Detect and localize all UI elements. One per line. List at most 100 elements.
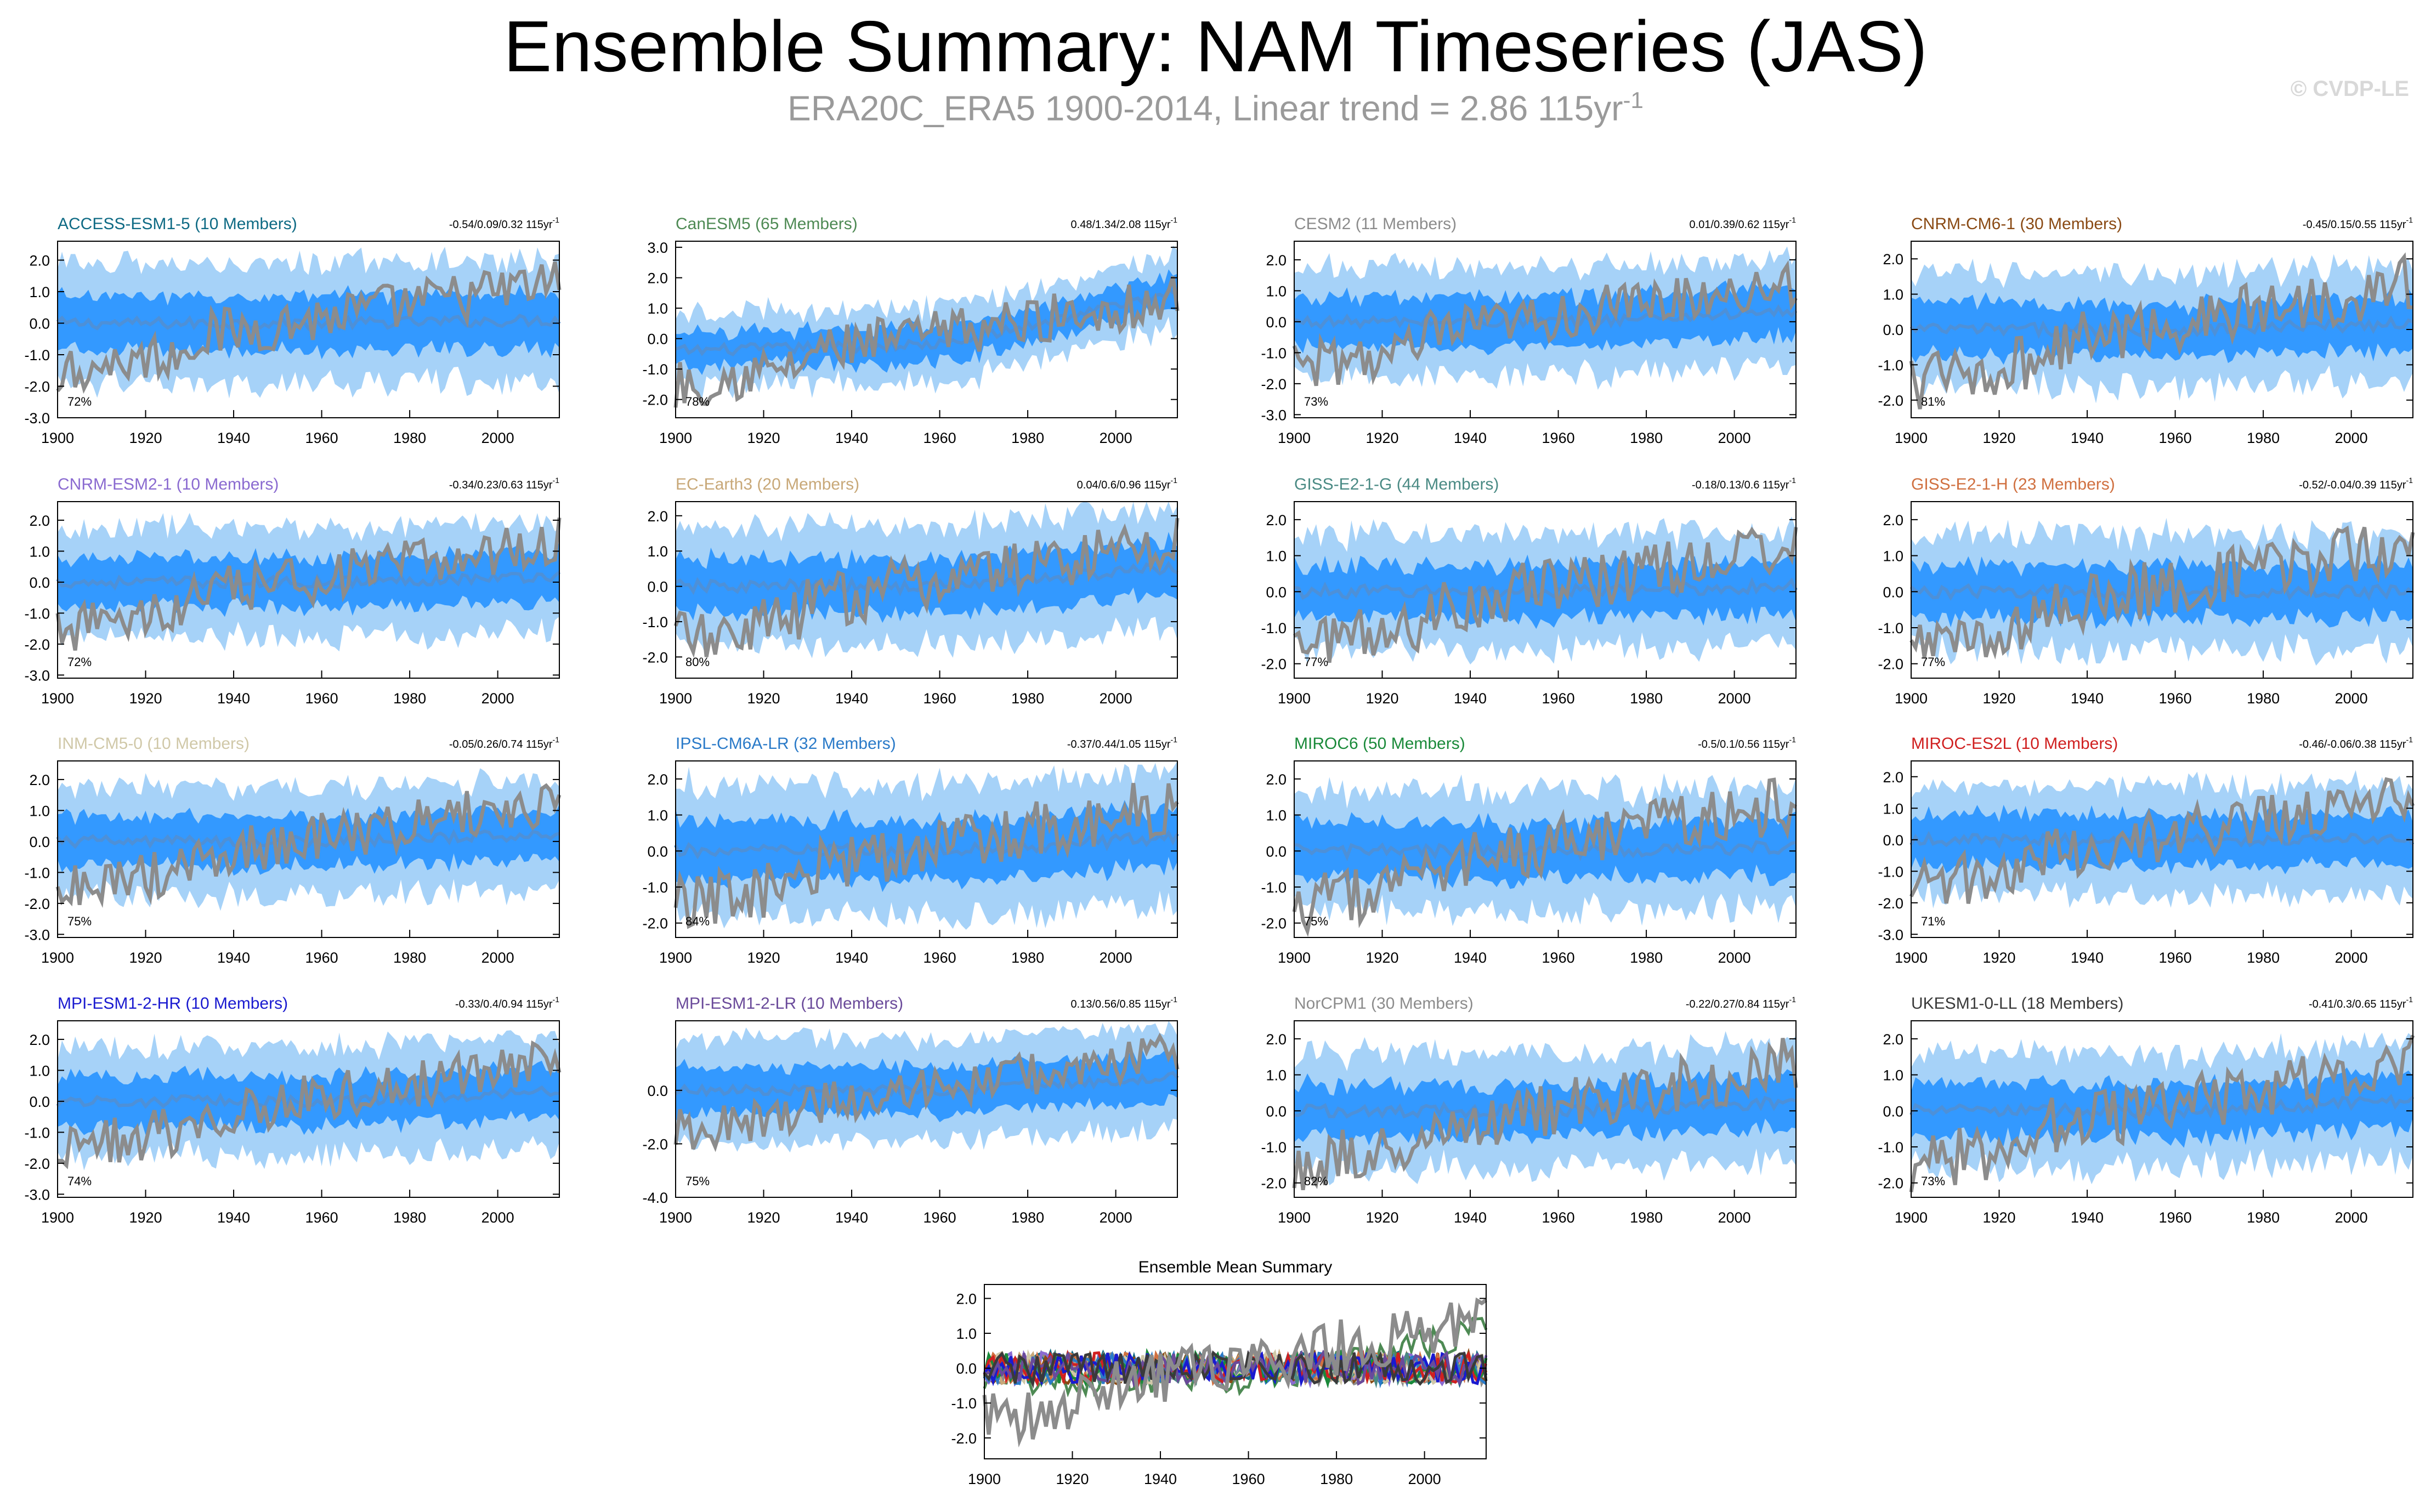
observation-line (56, 261, 562, 394)
x-tick-label: 1920 (1982, 950, 2015, 966)
ensemble-mean-line (1294, 577, 1798, 600)
plot-frame (1911, 1020, 2413, 1198)
figure-title: Ensemble Summary: NAM Timeseries (JAS) (503, 6, 1928, 87)
x-tick-label: 2000 (1100, 950, 1132, 966)
y-tick-label: -2.0 (24, 896, 50, 912)
observation-line (55, 783, 562, 908)
trend-label: 0.13/0.56/0.85 115yr-1 (1071, 995, 1178, 1010)
trend-label: 0.01/0.39/0.62 115yr-1 (1690, 215, 1797, 231)
y-tick-label: 0.0 (29, 575, 50, 591)
percent-label: 80% (685, 655, 710, 669)
percent-label: 82% (1304, 1174, 1328, 1188)
x-tick-label: 1900 (1895, 1209, 1928, 1226)
x-tick-label: 1940 (2071, 1209, 2104, 1226)
x-tick-label: 1940 (835, 1209, 868, 1226)
y-tick-label: 1.0 (1266, 548, 1287, 565)
y-tick-label: 2.0 (1266, 252, 1287, 269)
observation-line (673, 1032, 1180, 1152)
observation-line (1292, 260, 1798, 386)
x-tick-label: 1980 (1320, 1471, 1353, 1487)
x-tick-label: 1900 (659, 430, 692, 446)
x-tick-label: 1920 (1365, 690, 1398, 707)
x-tick-label: 2000 (1408, 1471, 1441, 1487)
observation-line (1909, 1034, 2415, 1193)
observation-line (673, 783, 1179, 929)
panel-ec-earth3: 2.0 1.0 0.0 -1.0 -2.0 1900 1920 1940 1960 1980 200… (642, 475, 1180, 707)
x-tick-label: 1940 (835, 950, 868, 966)
y-tick-label: -2.0 (1261, 656, 1287, 673)
y-tick-label: -3.0 (1878, 926, 1903, 943)
y-tick-label: -1.0 (642, 614, 668, 630)
x-tick-label: 1960 (2159, 1209, 2192, 1226)
y-tick-label: -2.0 (1878, 1175, 1903, 1192)
x-tick-label: 1980 (393, 430, 426, 446)
y-tick-label: 0.0 (1266, 584, 1287, 600)
panel-mpi-esm1-2-hr: 2.0 1.0 0.0 -1.0 -2.0 -3.0 1900 1920 1940 1960 198… (24, 994, 562, 1226)
x-tick-label: 2000 (2335, 430, 2368, 446)
plot-frame (57, 1020, 560, 1198)
y-tick-label: 2.0 (956, 1291, 977, 1307)
x-tick-label: 2000 (1718, 950, 1751, 966)
x-tick-label: 1980 (1630, 1209, 1663, 1226)
ensemble-mean-line (675, 560, 1178, 596)
panel-giss-e2-1-h: 2.0 1.0 0.0 -1.0 -2.0 1900 1920 1940 1960 1980 200… (1878, 475, 2415, 707)
x-tick-label: 1940 (2071, 690, 2104, 707)
panel-ukesm1-0-ll: 2.0 1.0 0.0 -1.0 -2.0 1900 1920 1940 1960 1980 200… (1878, 994, 2415, 1226)
panel-mpi-esm1-2-lr: 0.0 -2.0 -4.0 1900 1920 1940 1960 1980 2000 MPI-E… (642, 994, 1180, 1226)
panel-title: CNRM-ESM2-1 (10 Members) (58, 475, 279, 493)
percent-label: 75% (1304, 914, 1328, 928)
x-tick-label: 1940 (2071, 950, 2104, 966)
summary-model-line (983, 1350, 1488, 1389)
trend-label: -0.45/0.15/0.55 115yr-1 (2303, 215, 2413, 231)
x-tick-label: 1900 (41, 430, 74, 446)
ensemble-inner-band (1911, 1067, 2413, 1149)
y-tick-label: -2.0 (642, 1136, 668, 1152)
panel-cesm2: 2.0 1.0 0.0 -1.0 -2.0 -3.0 1900 1920 1940 1960 198… (1261, 215, 1798, 446)
panel-cnrm-esm2-1: 2.0 1.0 0.0 -1.0 -2.0 -3.0 1900 1920 1940 1960 198… (24, 475, 562, 707)
y-tick-label: -1.0 (951, 1395, 977, 1412)
panel-giss-e2-1-g: 2.0 1.0 0.0 -1.0 -2.0 1900 1920 1940 1960 1980 200… (1261, 475, 1798, 707)
y-tick-label: 1.0 (1883, 800, 1903, 817)
y-tick-label: -1.0 (1261, 345, 1287, 361)
y-tick-label: 0.0 (647, 843, 668, 860)
y-tick-label: -1.0 (1261, 1139, 1287, 1156)
y-tick-label: 0.0 (1266, 843, 1287, 860)
y-tick-label: -2.0 (1878, 393, 1903, 409)
percent-label: 84% (685, 914, 710, 928)
x-tick-label: 2000 (1100, 430, 1132, 446)
x-tick-label: 1980 (1011, 690, 1044, 707)
x-tick-label: 1980 (393, 1209, 426, 1226)
y-tick-label: 0.0 (1266, 1103, 1287, 1119)
x-tick-label: 1920 (1365, 430, 1398, 446)
x-tick-label: 1980 (393, 690, 426, 707)
y-tick-label: 1.0 (647, 808, 668, 824)
x-tick-label: 1960 (923, 430, 956, 446)
observation-line (673, 276, 1180, 408)
x-tick-label: 1900 (659, 1209, 692, 1226)
trend-label: -0.05/0.26/0.74 115yr-1 (449, 735, 559, 751)
y-tick-label: -3.0 (24, 1186, 50, 1203)
x-tick-label: 1960 (1542, 690, 1575, 707)
x-tick-label: 2000 (1100, 1209, 1132, 1226)
x-tick-label: 1900 (1278, 1209, 1311, 1226)
x-tick-label: 1960 (1542, 1209, 1575, 1226)
x-tick-label: 1900 (1895, 690, 1928, 707)
plot-frame (57, 760, 560, 938)
observation-line (57, 1040, 562, 1169)
x-tick-label: 1940 (217, 950, 250, 966)
x-tick-label: 2000 (1718, 1209, 1751, 1226)
x-tick-label: 1940 (217, 690, 250, 707)
y-tick-label: -2.0 (642, 916, 668, 932)
x-tick-label: 1920 (747, 1209, 780, 1226)
panel-title: ACCESS-ESM1-5 (10 Members) (58, 215, 297, 233)
panel-title: NorCPM1 (30 Members) (1294, 994, 1474, 1013)
observation-line (1909, 525, 2415, 660)
x-tick-label: 1920 (1365, 950, 1398, 966)
percent-label: 71% (1921, 914, 1945, 928)
panel-inm-cm5-0: 2.0 1.0 0.0 -1.0 -2.0 -3.0 1900 1920 1940 1960 198… (24, 735, 562, 966)
y-tick-label: -1.0 (1261, 879, 1287, 896)
x-tick-label: 1900 (1895, 950, 1928, 966)
panel-title: CanESM5 (65 Members) (676, 215, 858, 233)
plot-frame (1294, 1020, 1797, 1198)
x-tick-label: 1960 (1542, 430, 1575, 446)
